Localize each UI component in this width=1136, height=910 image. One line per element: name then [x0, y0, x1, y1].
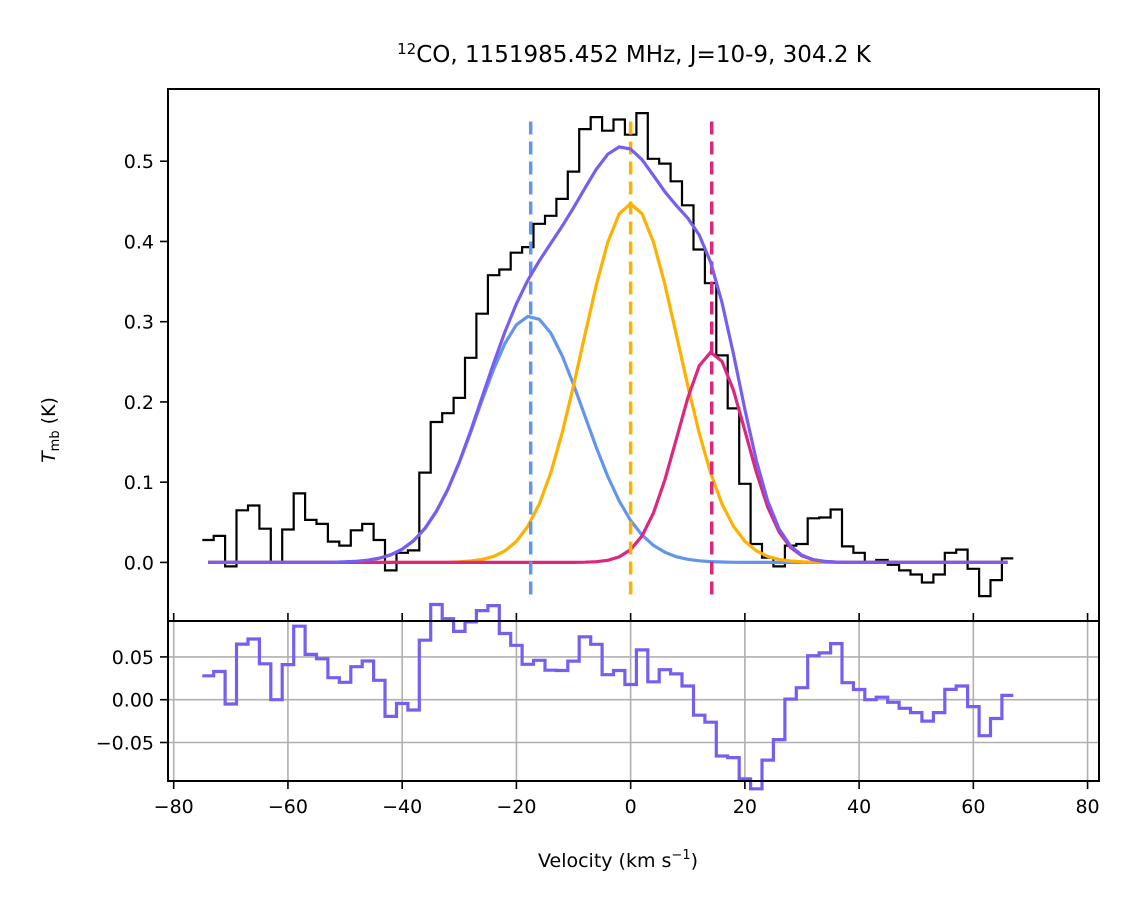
y-axis-ticks: 0.0 0.1 0.2 0.3 0.4 0.5	[124, 151, 1089, 621]
y-tick-label: 0.4	[124, 231, 154, 253]
residual-y-tick-label: 0.05	[112, 647, 154, 669]
spectrum-panel: 0.0 0.1 0.2 0.3 0.4 0.5 Tmb (K)	[38, 88, 1100, 622]
residual-panel: −0.05 0.00 0.05 −80 −60 −40 −20 0 20 40 60 80 Veloc…	[96, 602, 1100, 872]
plot-area	[202, 112, 1014, 598]
x-tick-label: 40	[847, 796, 871, 818]
y-tick-label: 0.0	[124, 552, 154, 574]
residual-grid	[168, 621, 1099, 781]
x-tick-label: 0	[625, 796, 637, 818]
x-tick-label: −20	[496, 796, 536, 818]
y-axis-title: Tmb (K)	[38, 397, 63, 463]
x-tick-label: −80	[154, 796, 194, 818]
residual-axis-ticks: −0.05 0.00 0.05 −80 −60 −40 −20 0 20 40 60 80	[96, 647, 1100, 818]
spectrum-panel-frame	[167, 88, 1100, 622]
residual-panel-frame	[167, 620, 1100, 782]
model-sum-series	[208, 145, 1008, 564]
chart-title-text: CO, 1151985.452 MHz, J=10-9, 304.2 K	[416, 42, 872, 68]
x-tick-label: 20	[733, 796, 757, 818]
y-tick-label: 0.3	[124, 312, 154, 334]
x-tick-label: −40	[382, 796, 422, 818]
residual-series	[202, 602, 1014, 791]
y-tick-label: 0.2	[124, 392, 154, 414]
chart-title: 12CO, 1151985.452 MHz, J=10-9, 304.2 K	[397, 40, 872, 68]
gaussian-component-2	[208, 202, 1008, 564]
residual-y-tick-label: 0.00	[112, 690, 154, 712]
x-axis-title: Velocity (km s−1)	[538, 848, 698, 872]
chart-title-sup: 12	[397, 40, 416, 58]
spectrum-series	[202, 112, 1014, 598]
y-tick-label: 0.5	[124, 151, 154, 173]
x-tick-label: 80	[1075, 796, 1099, 818]
residual-plot-area	[202, 602, 1014, 791]
y-tick-label: 0.1	[124, 472, 154, 494]
x-tick-label: −60	[268, 796, 308, 818]
residual-y-tick-label: −0.05	[96, 732, 154, 754]
x-tick-label: 60	[961, 796, 985, 818]
